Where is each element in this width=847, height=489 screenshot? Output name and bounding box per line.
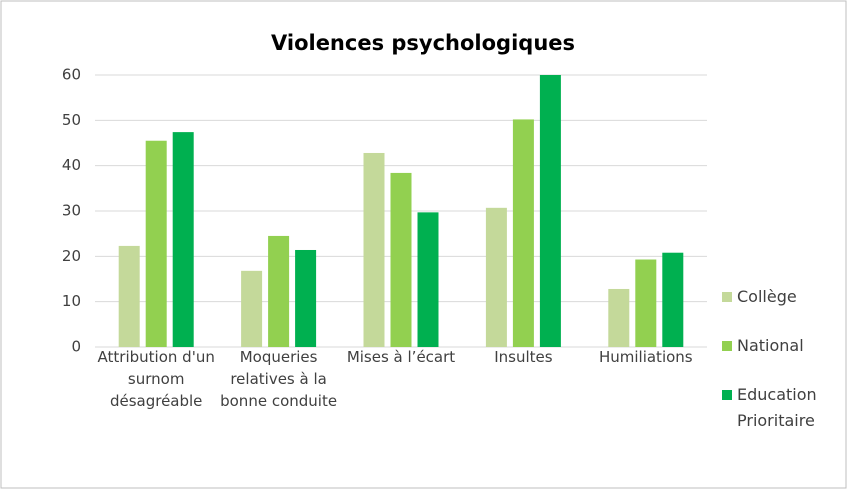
bar bbox=[241, 270, 263, 347]
bar bbox=[662, 252, 684, 347]
y-tick-label: 50 bbox=[62, 111, 81, 129]
bar bbox=[539, 75, 561, 347]
y-tick-label: 10 bbox=[62, 292, 81, 310]
bar bbox=[485, 207, 507, 347]
y-tick-label: 20 bbox=[62, 247, 81, 265]
bar bbox=[635, 259, 657, 347]
legend-swatch bbox=[722, 292, 732, 302]
bar bbox=[295, 249, 317, 347]
bar bbox=[512, 119, 534, 347]
x-tick-label: Humiliations bbox=[598, 348, 693, 366]
legend-swatch bbox=[722, 390, 732, 400]
y-tick-label: 30 bbox=[62, 202, 81, 220]
bar bbox=[417, 212, 439, 347]
bar bbox=[118, 245, 140, 347]
x-tick-label: Attribution d'un surnom désagréable bbox=[97, 348, 215, 410]
x-tick-label: Moqueries relatives à la bonne conduite bbox=[220, 348, 338, 410]
bar bbox=[268, 235, 290, 347]
legend-label: National bbox=[737, 336, 804, 355]
bar bbox=[608, 288, 630, 347]
bar bbox=[363, 152, 385, 347]
x-tick-label: Mises à l’écart bbox=[346, 348, 456, 366]
bar bbox=[390, 172, 412, 347]
legend-label: Education Prioritaire bbox=[737, 385, 817, 430]
x-tick-label: Insultes bbox=[494, 348, 553, 366]
legend-swatch bbox=[722, 341, 732, 351]
bar bbox=[145, 140, 167, 347]
bar bbox=[172, 132, 194, 347]
y-tick-label: 40 bbox=[62, 156, 81, 174]
chart-title: Violences psychologiques bbox=[271, 31, 575, 55]
legend-label: Collège bbox=[737, 287, 797, 306]
y-tick-label: 0 bbox=[71, 338, 81, 356]
y-tick-label: 60 bbox=[62, 66, 81, 84]
